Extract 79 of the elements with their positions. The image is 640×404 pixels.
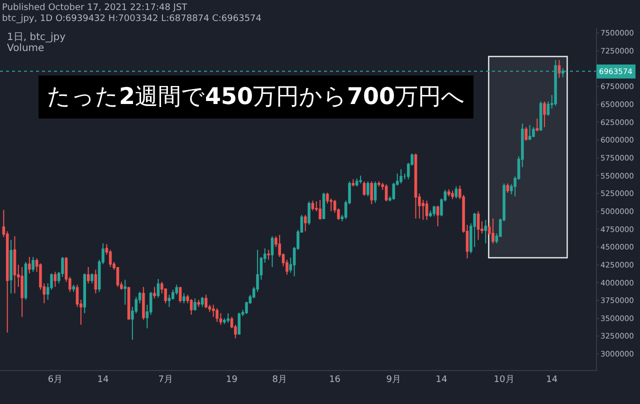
candlestick	[558, 60, 561, 78]
x-tick-label: 19	[226, 374, 238, 385]
candlestick	[238, 312, 241, 336]
candlestick	[484, 219, 488, 244]
candlestick	[178, 286, 182, 304]
candlestick	[400, 168, 402, 184]
candlestick	[539, 100, 542, 132]
candlestick	[197, 299, 200, 308]
candlestick	[451, 190, 454, 200]
candlestick	[20, 266, 24, 318]
candlestick	[378, 180, 380, 187]
candlestick	[13, 236, 16, 294]
candlestick	[374, 180, 377, 204]
candlestick	[83, 272, 86, 314]
candlestick	[156, 278, 160, 298]
candlestick	[153, 286, 156, 299]
x-tick-label: 6月	[48, 374, 63, 385]
candlestick	[204, 294, 208, 309]
candlestick	[32, 256, 35, 272]
x-tick-label: 7月	[158, 374, 173, 385]
candlestick	[226, 312, 230, 324]
candlestick	[304, 214, 307, 232]
candlestick	[524, 126, 528, 142]
candlestick	[267, 249, 270, 260]
candlestick	[355, 178, 358, 187]
annotation: 1日, btc_jpy	[7, 32, 66, 43]
candlestick	[352, 178, 355, 187]
candlestick	[370, 180, 373, 205]
candlestick	[168, 294, 171, 308]
candlestick	[216, 308, 218, 322]
candlestick	[194, 298, 196, 311]
candlestick	[414, 153, 418, 219]
candlestick	[492, 218, 494, 244]
candlestick	[454, 186, 458, 199]
annotation: Volume	[7, 43, 44, 54]
candlestick	[506, 182, 510, 194]
candlestick	[359, 175, 362, 184]
candlestick	[72, 284, 75, 292]
candlestick	[86, 266, 90, 284]
x-tick-label: 14	[546, 374, 558, 385]
candlestick	[94, 269, 98, 294]
candlestick	[223, 318, 226, 324]
candlestick	[432, 205, 436, 217]
candlestick	[436, 205, 440, 227]
chart-title: Published October 17, 2021 22:17:48 JST	[2, 3, 188, 13]
x-tick-label: 14	[97, 374, 110, 385]
candlestick	[311, 200, 314, 212]
candlestick	[10, 239, 12, 294]
candlestick	[124, 279, 126, 306]
candlestick	[90, 272, 94, 284]
chart-subtitle: btc_jpy, 1D O:6939432 H:7003342 L:6878874 C:6963574	[2, 14, 262, 24]
candlestick	[425, 200, 428, 220]
candlestick	[54, 271, 57, 288]
candlestick	[116, 266, 120, 288]
candlestick	[532, 126, 535, 138]
candlestick	[28, 256, 31, 274]
x-tick-label: 10月	[494, 374, 514, 385]
candlestick	[190, 298, 193, 316]
candlestick	[318, 199, 322, 220]
candlestick	[536, 118, 539, 132]
x-tick-label: 14	[436, 374, 448, 385]
candlestick	[322, 192, 326, 220]
candlestick	[528, 124, 532, 140]
candlestick	[200, 296, 204, 308]
candlestick	[142, 286, 145, 320]
x-tick-label: 8月	[272, 374, 287, 385]
candlestick	[219, 312, 222, 326]
candlestick	[476, 210, 480, 240]
candlestick	[308, 200, 310, 226]
x-tick-label: 16	[329, 374, 341, 385]
x-tick-label: 9月	[386, 374, 402, 385]
candlestick	[182, 292, 186, 304]
candlestick	[362, 180, 366, 196]
candlestick	[447, 188, 450, 197]
candlestick	[384, 184, 388, 202]
candlestick	[543, 100, 546, 128]
candlestick	[24, 261, 28, 300]
candlestick	[270, 236, 274, 268]
candlestick	[366, 180, 370, 197]
